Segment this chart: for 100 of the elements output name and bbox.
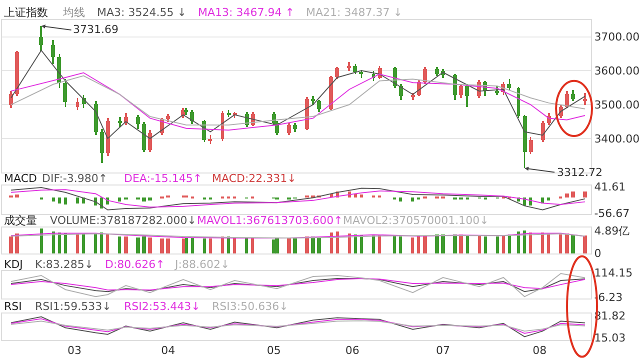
x-tick-label: 05 xyxy=(266,344,281,358)
text: 均线 xyxy=(62,6,85,19)
bar xyxy=(287,238,291,254)
bar xyxy=(565,234,569,254)
bar xyxy=(411,238,414,254)
bar xyxy=(529,232,532,254)
bar xyxy=(565,193,569,198)
y-tick-label: 3500.00 xyxy=(594,98,640,112)
x-tick-label: 04 xyxy=(161,344,176,358)
bar xyxy=(166,238,170,254)
bar xyxy=(523,230,526,254)
bar xyxy=(221,236,224,254)
bar xyxy=(435,234,439,254)
bar xyxy=(571,234,575,254)
series-label: K:83.285↓ xyxy=(35,258,94,271)
series-label: J:88.602↓ xyxy=(174,258,230,271)
bar xyxy=(459,234,463,254)
series-label: DEA:-15.145↑ xyxy=(124,172,202,185)
chart-title: MACD xyxy=(4,172,37,185)
bar xyxy=(118,236,121,254)
series-label: RSI2:53.443↓ xyxy=(124,300,200,313)
bar xyxy=(136,238,140,254)
bar xyxy=(82,234,85,254)
y-tick-label: 41.61 xyxy=(594,180,626,194)
bar xyxy=(417,236,420,254)
y-tick-label: 0 xyxy=(594,247,602,260)
bar xyxy=(305,236,309,254)
x-tick-label: 03 xyxy=(67,344,82,358)
bar xyxy=(76,197,79,204)
text: MA21: 3487.37 ↓ xyxy=(306,6,402,19)
series-label: MAVOL1:367613703.600↑ xyxy=(197,214,343,227)
series-label: RSI3:50.636↓ xyxy=(212,300,288,313)
bar xyxy=(336,232,339,254)
bar xyxy=(251,238,254,254)
bar xyxy=(76,234,79,254)
bar xyxy=(360,236,363,254)
bar xyxy=(541,232,544,254)
chart-title: KDJ xyxy=(4,258,23,271)
series-label: MAVOL2:370570001.100↓ xyxy=(343,214,489,227)
bar xyxy=(100,232,103,254)
bar xyxy=(547,197,550,200)
bar xyxy=(372,236,375,254)
bar xyxy=(293,238,297,254)
bar xyxy=(583,191,587,198)
bar xyxy=(227,236,230,254)
series-label: MACD:22.331↓ xyxy=(212,172,296,185)
bar xyxy=(441,234,445,254)
bar xyxy=(142,197,146,202)
bar xyxy=(399,197,402,202)
bar xyxy=(517,232,520,254)
bar xyxy=(508,234,511,254)
series-label: D:80.626↑ xyxy=(105,258,165,271)
bar xyxy=(399,236,402,254)
bar xyxy=(393,236,396,254)
bar xyxy=(209,238,212,254)
y-tick-label: 114.15 xyxy=(594,266,633,280)
bar xyxy=(124,236,128,254)
y-tick-label: 3600.00 xyxy=(594,64,640,78)
series-label: RSI1:59.533↓ xyxy=(35,300,112,313)
bar xyxy=(502,236,505,254)
text: MA3: 3524.55 ↓ xyxy=(97,6,186,19)
annotation: 3312.72 xyxy=(557,166,602,179)
bar xyxy=(311,236,315,254)
bar xyxy=(478,236,481,254)
bar xyxy=(583,236,587,254)
bar xyxy=(106,234,109,254)
y-tick-label: 4.89亿 xyxy=(594,224,630,238)
bar xyxy=(191,238,194,254)
bar xyxy=(148,197,152,200)
bar xyxy=(411,197,414,202)
bar xyxy=(185,238,188,254)
bar xyxy=(275,238,279,254)
bar xyxy=(233,238,236,254)
bar xyxy=(330,232,333,254)
bar xyxy=(94,234,97,254)
bar xyxy=(547,234,550,254)
bar xyxy=(245,238,248,254)
annotation: 3731.69 xyxy=(73,23,118,36)
bar xyxy=(496,236,499,254)
bar xyxy=(182,238,185,254)
y-tick-label: 15.03 xyxy=(594,332,626,345)
x-tick-label: 06 xyxy=(345,344,360,358)
bar xyxy=(360,194,363,198)
bar xyxy=(453,234,457,254)
x-tick-label: 08 xyxy=(532,344,547,358)
y-tick-label: 3700.00 xyxy=(594,30,640,44)
series-label: DIF:-3.980↑ xyxy=(42,172,108,185)
chart-title: 上证指数 xyxy=(4,6,48,19)
bar xyxy=(484,236,487,254)
bar xyxy=(160,238,164,254)
chart-title: RSI xyxy=(4,300,22,313)
bar xyxy=(203,238,206,254)
bar xyxy=(118,197,121,202)
bar xyxy=(559,234,562,254)
bar xyxy=(423,236,427,254)
x-tick-label: 07 xyxy=(436,344,450,358)
text: MA13: 3467.94 ↑ xyxy=(198,6,294,19)
bar xyxy=(317,238,321,254)
bar xyxy=(142,236,146,254)
y-tick-label: 3400.00 xyxy=(594,132,640,146)
